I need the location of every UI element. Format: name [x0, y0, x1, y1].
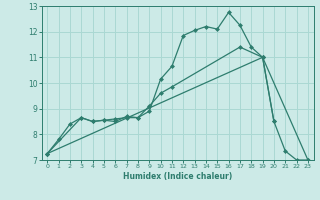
X-axis label: Humidex (Indice chaleur): Humidex (Indice chaleur) [123, 172, 232, 181]
